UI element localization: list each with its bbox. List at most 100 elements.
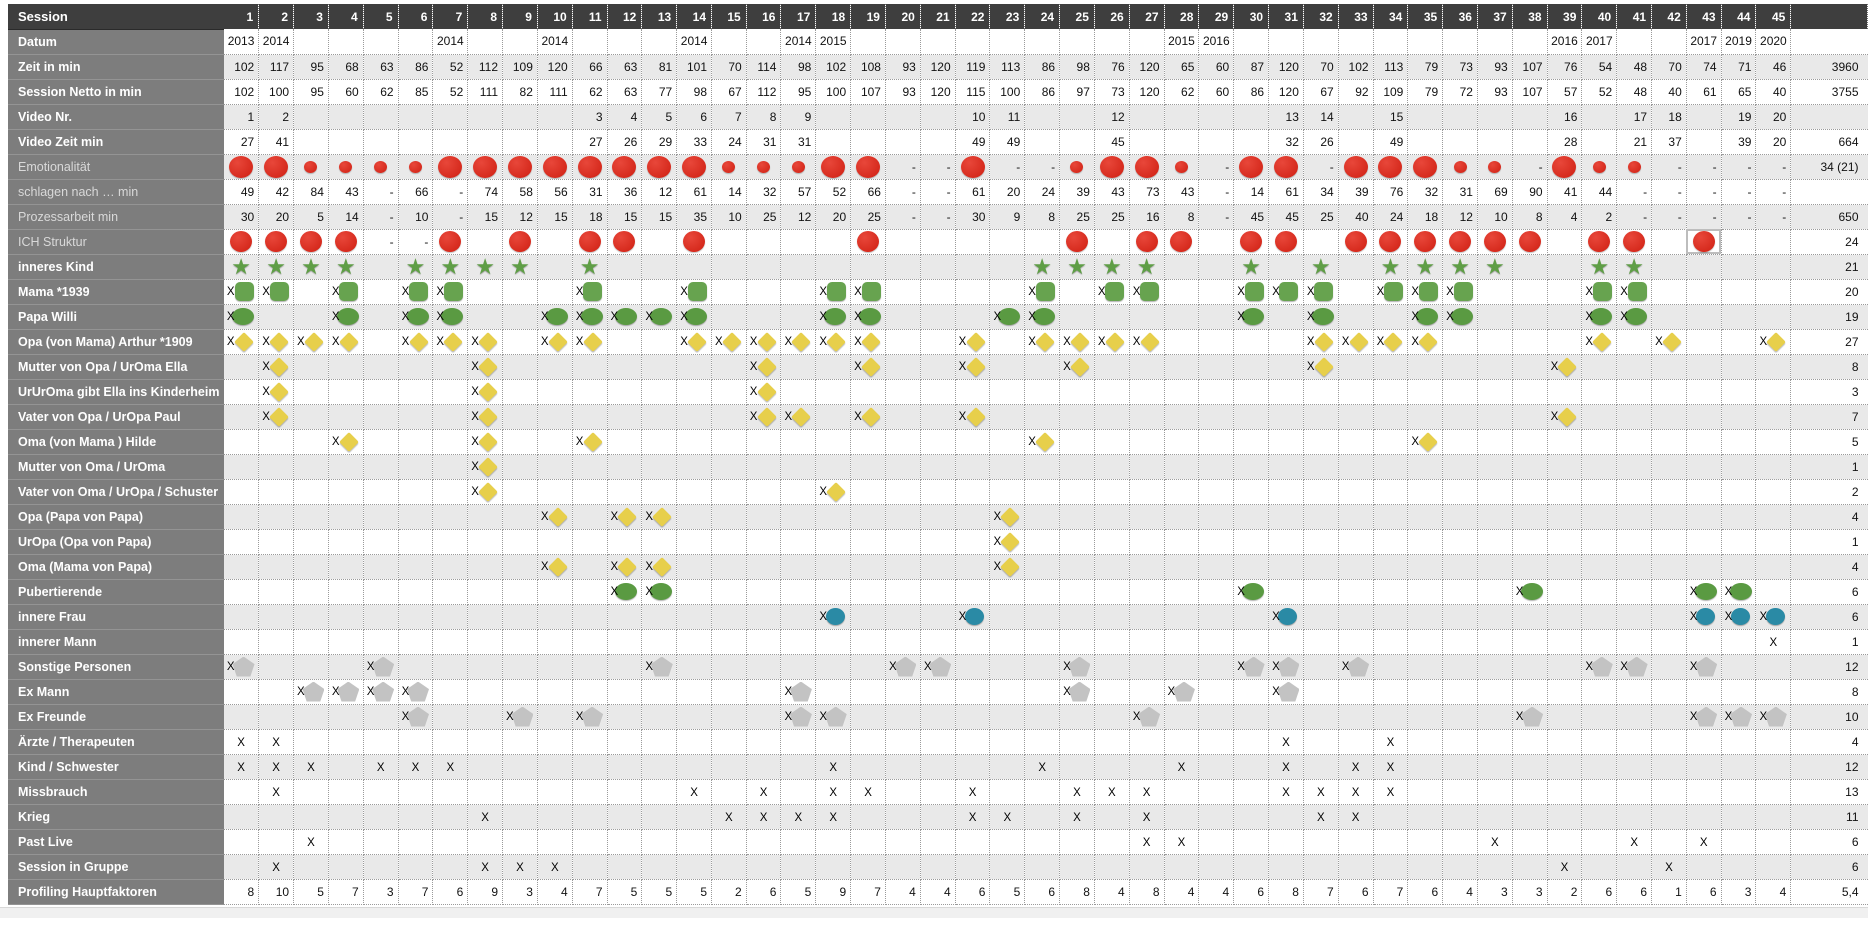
cell-session-in-gruppe-40[interactable] [1581,854,1618,880]
cell-kind-schwester-31[interactable]: X [1268,754,1304,780]
cell-vater-von-opa-paul-5[interactable] [363,404,399,430]
cell-vater-von-opa-paul-43[interactable] [1686,404,1722,430]
cell-oma-hilde-40[interactable] [1581,429,1618,455]
cell-oma-mama-von-papa-7[interactable] [432,554,469,580]
cell-vater-von-opa-paul-22[interactable]: X [955,404,991,430]
cell-ururoma-kinderheim-30[interactable] [1233,379,1270,405]
cell-inneres-kind-12[interactable] [607,254,643,280]
cell-uropa-opa-von-papa-39[interactable] [1547,529,1583,555]
cell-inneres-kind-9[interactable]: ★ [502,254,538,280]
cell-profiling-hauptfaktoren-18[interactable]: 9 [815,879,852,905]
cell-missbrauch-41[interactable] [1616,779,1653,805]
cell-papa-willi-8[interactable] [467,304,504,330]
cell-mama-31[interactable]: X [1268,279,1304,305]
cell-session-in-gruppe-44[interactable] [1721,854,1757,880]
cell-innerer-mann-31[interactable] [1268,629,1304,655]
cell-pubertierende-29[interactable] [1198,579,1235,605]
cell-opa-papa-von-papa-30[interactable] [1233,504,1270,530]
cell-opa-papa-von-papa-14[interactable] [676,504,713,530]
cell-sonstige-personen-19[interactable] [850,654,886,680]
cell-video-nr-15[interactable]: 7 [711,104,747,130]
cell-mama-29[interactable] [1198,279,1235,305]
cell-innere-frau-28[interactable] [1164,604,1200,630]
cell-papa-willi-41[interactable]: X [1616,304,1653,330]
cell-session-in-gruppe-20[interactable] [885,854,921,880]
cell-mutter-von-oma-33[interactable] [1338,454,1374,480]
cell-papa-willi-9[interactable] [502,304,538,330]
cell-uropa-opa-von-papa-35[interactable] [1407,529,1444,555]
cell-pubertierende-34[interactable] [1373,579,1409,605]
cell-vater-von-opa-paul-32[interactable] [1303,404,1339,430]
cell-emotionalitaet-11[interactable] [572,154,608,180]
cell-innerer-mann-3[interactable] [293,629,329,655]
cell-prozessarbeit-14[interactable]: 35 [676,204,713,230]
cell-session-in-gruppe-28[interactable] [1164,854,1200,880]
cell-inneres-kind-5[interactable] [363,254,399,280]
cell-zeit-in-min-19[interactable]: 108 [850,54,886,80]
cell-ex-freunde-12[interactable] [607,704,643,730]
cell-zeit-in-min-45[interactable]: 46 [1755,54,1792,80]
cell-video-zeit-25[interactable] [1059,129,1095,155]
cell-sonstige-personen-31[interactable]: X [1268,654,1304,680]
cell-past-live-42[interactable] [1651,829,1687,855]
cell-uropa-opa-von-papa-4[interactable] [328,529,364,555]
cell-ich-struktur-28[interactable] [1164,229,1200,255]
cell-oma-mama-von-papa-6[interactable] [398,554,434,580]
total-video-zeit[interactable]: 664 [1790,129,1868,155]
cell-pubertierende-2[interactable] [258,579,295,605]
cell-oma-mama-von-papa-35[interactable] [1407,554,1444,580]
column-header[interactable]: 8 [467,4,504,29]
cell-mutter-von-oma-37[interactable] [1477,454,1513,480]
cell-video-nr-38[interactable] [1512,104,1548,130]
cell-emotionalitaet-13[interactable] [641,154,678,180]
cell-opa-papa-von-papa-9[interactable] [502,504,538,530]
cell-prozessarbeit-30[interactable]: 45 [1233,204,1270,230]
cell-pubertierende-12[interactable]: X [607,579,643,605]
cell-ex-mann-14[interactable] [676,679,713,705]
cell-mutter-von-oma-39[interactable] [1547,454,1583,480]
cell-uropa-opa-von-papa-9[interactable] [502,529,538,555]
cell-emotionalitaet-12[interactable] [607,154,643,180]
cell-video-nr-43[interactable] [1686,104,1722,130]
cell-oma-mama-von-papa-2[interactable] [258,554,295,580]
column-header[interactable]: 25 [1059,4,1095,29]
cell-schlagen-nach-min-43[interactable]: - [1686,179,1722,205]
cell-innere-frau-45[interactable]: X [1755,604,1792,630]
cell-innere-frau-8[interactable] [467,604,504,630]
cell-session-netto-4[interactable]: 60 [328,79,364,105]
cell-ich-struktur-30[interactable] [1233,229,1270,255]
cell-krieg-38[interactable] [1512,804,1548,830]
cell-vater-von-opa-paul-3[interactable] [293,404,329,430]
cell-profiling-hauptfaktoren-2[interactable]: 10 [258,879,295,905]
cell-session-in-gruppe-5[interactable] [363,854,399,880]
cell-papa-willi-39[interactable] [1547,304,1583,330]
cell-session-in-gruppe-42[interactable]: X [1651,854,1687,880]
cell-video-zeit-24[interactable] [1024,129,1061,155]
cell-ex-mann-13[interactable] [641,679,678,705]
cell-sonstige-personen-20[interactable]: X [885,654,921,680]
cell-ururoma-kinderheim-23[interactable] [989,379,1026,405]
cell-oma-hilde-42[interactable] [1651,429,1687,455]
cell-missbrauch-25[interactable]: X [1059,779,1095,805]
column-header[interactable]: 10 [537,4,573,29]
cell-krieg-28[interactable] [1164,804,1200,830]
cell-papa-willi-27[interactable] [1129,304,1165,330]
cell-uropa-opa-von-papa-12[interactable] [607,529,643,555]
cell-pubertierende-8[interactable] [467,579,504,605]
cell-opa-arthur-18[interactable]: X [815,329,852,355]
column-header[interactable]: 45 [1755,4,1792,29]
cell-ex-freunde-42[interactable] [1651,704,1687,730]
cell-ich-struktur-5[interactable]: - [363,229,399,255]
cell-schlagen-nach-min-19[interactable]: 66 [850,179,886,205]
cell-oma-mama-von-papa-27[interactable] [1129,554,1165,580]
cell-aerzte-therapeuten-20[interactable] [885,729,921,755]
cell-vater-von-oma-schuster-11[interactable] [572,479,608,505]
cell-pubertierende-13[interactable]: X [641,579,678,605]
cell-pubertierende-17[interactable] [780,579,817,605]
cell-ururoma-kinderheim-13[interactable] [641,379,678,405]
cell-past-live-27[interactable]: X [1129,829,1165,855]
cell-uropa-opa-von-papa-17[interactable] [780,529,817,555]
cell-prozessarbeit-27[interactable]: 16 [1129,204,1165,230]
cell-ich-struktur-1[interactable] [223,229,260,255]
cell-kind-schwester-28[interactable]: X [1164,754,1200,780]
